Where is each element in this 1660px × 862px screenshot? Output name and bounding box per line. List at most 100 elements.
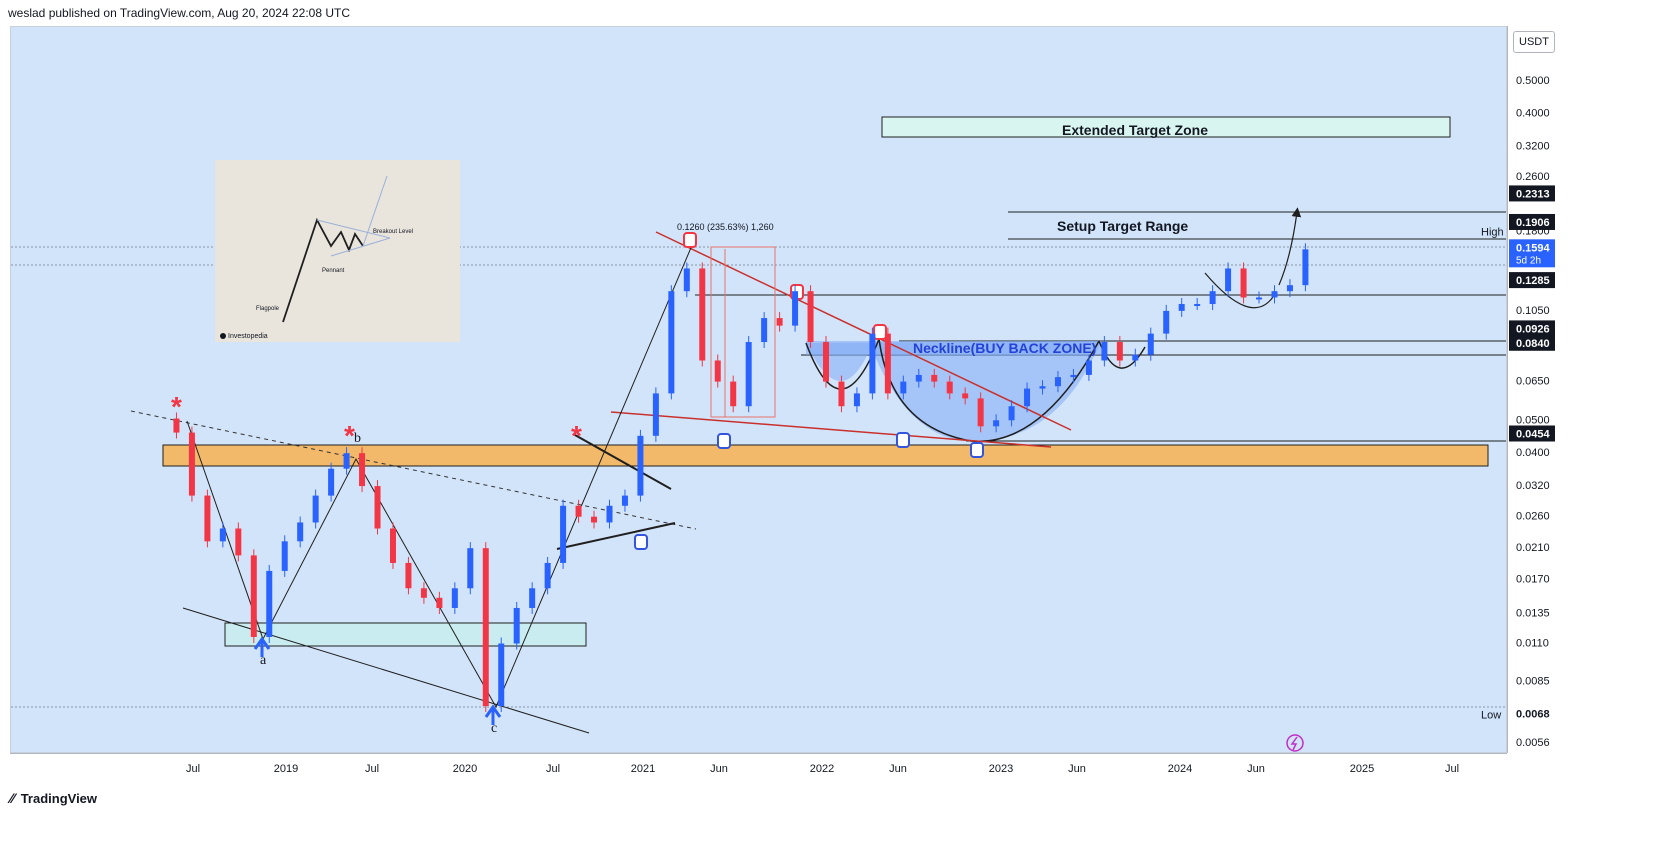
pennant-upper xyxy=(574,434,672,490)
candle-body-8 xyxy=(297,522,304,542)
candle-body-32 xyxy=(668,291,675,394)
accumulation-zone xyxy=(224,622,587,647)
candle-body-63 xyxy=(1147,333,1154,355)
price-chart[interactable]: Extended Target Zone Setup Target Range … xyxy=(11,27,1507,753)
hand-down-icon-3 xyxy=(873,324,887,340)
hand-down-icon-1 xyxy=(683,232,697,248)
inset-lower-line xyxy=(330,237,391,257)
candle-body-46 xyxy=(884,333,891,394)
bottom-trendline xyxy=(182,607,590,734)
time-label-2: Jul xyxy=(365,763,379,775)
price-tick-10: 0.0320 xyxy=(1516,480,1550,492)
measure-box xyxy=(710,246,776,418)
publisher-header: weslad published on TradingView.com, Aug… xyxy=(8,6,350,20)
candle-body-44 xyxy=(853,393,860,407)
inset-breakout-line xyxy=(362,175,388,247)
descending-trendline xyxy=(655,231,1072,431)
inset-source-label: Investopedia xyxy=(228,333,268,340)
candle-body-35 xyxy=(714,360,721,382)
price-axis-svg[interactable]: 0.65000.50000.40000.32000.26000.18000.10… xyxy=(1508,26,1561,753)
price-tick-17: 0.0056 xyxy=(1516,737,1550,749)
candle-body-50 xyxy=(946,381,953,394)
candle-body-54 xyxy=(1008,406,1015,421)
candle-body-71 xyxy=(1271,291,1278,298)
candle-body-47 xyxy=(900,381,907,394)
candle-body-23 xyxy=(529,588,536,608)
candle-body-56 xyxy=(1039,386,1046,389)
candle-body-66 xyxy=(1194,304,1201,307)
time-label-9: 2023 xyxy=(989,763,1013,775)
candle-body-29 xyxy=(621,495,628,506)
svg-text:0.0454: 0.0454 xyxy=(1516,429,1551,441)
time-label-4: Jul xyxy=(546,763,560,775)
candle-body-4 xyxy=(235,528,242,556)
candle-body-49 xyxy=(931,374,938,382)
footer-brand-label: TradingView xyxy=(20,790,98,806)
footer-brand[interactable]: ⁄⁄ TradingView xyxy=(10,790,97,806)
low-label: Low xyxy=(1481,709,1501,721)
hand-icon-2 xyxy=(896,432,910,448)
svg-text:0.0068: 0.0068 xyxy=(1516,708,1550,720)
price-badge-3: 0.0926 xyxy=(1509,320,1555,337)
price-tick-16: 0.0085 xyxy=(1516,676,1550,688)
candle-body-45 xyxy=(869,333,876,394)
price-tick-6: 0.1050 xyxy=(1516,305,1550,317)
candle-body-12 xyxy=(359,453,366,487)
svg-text:0.0840: 0.0840 xyxy=(1516,338,1550,350)
candle-body-73 xyxy=(1302,249,1309,286)
svg-text:0.1285: 0.1285 xyxy=(1516,275,1550,287)
chart-pane[interactable]: Extended Target Zone Setup Target Range … xyxy=(10,26,1507,753)
candle-body-13 xyxy=(374,486,381,529)
inset-logo-icon xyxy=(220,333,226,339)
candle-body-28 xyxy=(606,505,613,523)
time-label-14: Jul xyxy=(1445,763,1459,775)
extended-target-zone xyxy=(881,116,1451,138)
candle-body-31 xyxy=(652,393,659,436)
asterisk-marker-3: * xyxy=(571,420,582,451)
time-axis[interactable]: Jul 2019 Jul 2020 Jul 2021 Jun 2022 Jun 2023 Jun 20… xyxy=(10,753,1507,782)
candle-body-3 xyxy=(219,528,226,542)
lightning-icon[interactable] xyxy=(1286,734,1304,752)
mini-cup-curve xyxy=(1204,272,1274,309)
candle-body-36 xyxy=(730,381,737,407)
candle-body-24 xyxy=(544,562,551,589)
candle-body-9 xyxy=(312,495,319,523)
candle-body-21 xyxy=(498,643,505,707)
time-label-11: 2024 xyxy=(1168,763,1192,775)
time-label-10: Jun xyxy=(1068,763,1086,775)
candle-body-52 xyxy=(977,398,984,427)
price-tick-8: 0.0500 xyxy=(1516,414,1550,426)
candle-body-0 xyxy=(173,418,180,433)
price-tick-4: 0.2600 xyxy=(1516,171,1550,183)
price-badge-6: 0.0068 xyxy=(1509,705,1555,722)
high-label: High xyxy=(1481,226,1504,238)
time-axis-svg[interactable]: Jul 2019 Jul 2020 Jul 2021 Jun 2022 Jun 2023 Jun 20… xyxy=(10,754,1507,782)
price-tick-15: 0.0110 xyxy=(1516,638,1549,650)
candle-body-60 xyxy=(1101,342,1108,361)
measure-label: 0.1260 (235.63%) 1,260 xyxy=(677,222,774,232)
time-label-6: Jun xyxy=(710,763,728,775)
hand-icon-4 xyxy=(634,534,648,550)
candle-body-67 xyxy=(1209,291,1216,305)
currency-button[interactable]: USDT xyxy=(1513,31,1555,53)
price-badge-4: 0.0840 xyxy=(1509,334,1555,351)
time-label-1: 2019 xyxy=(274,763,298,775)
price-tick-1: 0.5000 xyxy=(1516,75,1550,87)
inset-breakout-label: Breakout Level xyxy=(373,229,413,235)
price-tick-12: 0.0210 xyxy=(1516,542,1550,554)
candle-body-72 xyxy=(1286,285,1293,292)
candle-body-59 xyxy=(1085,360,1092,375)
candle-body-18 xyxy=(451,588,458,608)
candle-body-38 xyxy=(761,318,768,343)
price-axis[interactable]: 0.65000.50000.40000.32000.26000.18000.10… xyxy=(1507,26,1561,753)
candle-body-39 xyxy=(776,318,783,326)
setup-target-label: Setup Target Range xyxy=(1057,218,1188,234)
time-label-0: Jul xyxy=(186,763,200,775)
candle-body-33 xyxy=(683,268,690,292)
candle-body-25 xyxy=(560,505,567,563)
price-tick-14: 0.0135 xyxy=(1516,607,1550,619)
candle-body-68 xyxy=(1225,268,1232,292)
price-badge-2: 0.1285 xyxy=(1509,272,1555,289)
support-zone xyxy=(162,444,1489,467)
candle-body-27 xyxy=(591,516,598,523)
